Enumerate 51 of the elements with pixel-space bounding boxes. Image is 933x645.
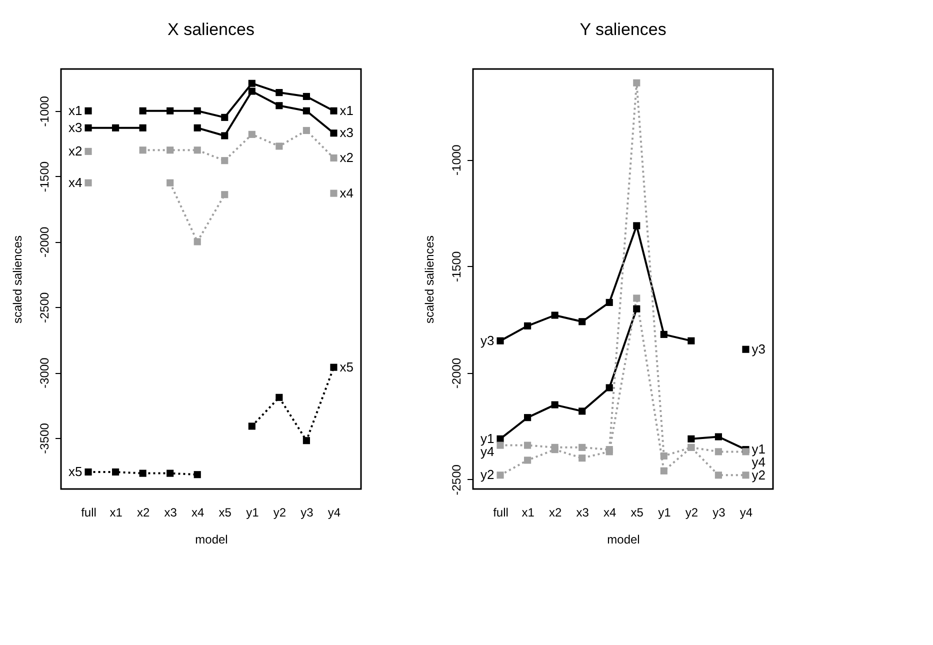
text: x4 <box>340 185 354 200</box>
text: x3 <box>340 125 354 140</box>
y-tick-label: -2000 <box>38 226 52 258</box>
x-tick-label: x1 <box>110 506 123 520</box>
y-tick-label: -3500 <box>38 422 52 454</box>
y-tick-label: -2500 <box>38 292 52 323</box>
y-tick-label: -3000 <box>38 357 52 388</box>
x-tick-label: x1 <box>522 506 535 520</box>
y-tick-label: -1500 <box>450 251 464 282</box>
x-tick-label: x4 <box>192 506 205 520</box>
x-tick-label: y1 <box>246 506 260 520</box>
chart-title: X saliences <box>168 20 254 39</box>
x-tick-label: full <box>81 506 96 520</box>
text: y3 <box>752 341 766 356</box>
text: y1 <box>752 442 766 457</box>
y-tick-label: -2000 <box>450 358 464 389</box>
x-tick-label: x3 <box>164 506 178 520</box>
x-axis-title: model <box>195 532 228 546</box>
x-tick-label: y2 <box>273 506 286 520</box>
x-tick-label: x3 <box>576 506 590 520</box>
x-tick-label: y3 <box>712 506 726 520</box>
x-tick-label: y4 <box>740 506 753 520</box>
y-tick-label: -1500 <box>38 161 52 192</box>
text: x2 <box>340 150 354 165</box>
x-tick-label: y2 <box>685 506 698 520</box>
series-label: y3 <box>480 332 494 348</box>
y-tick-label: -1000 <box>450 144 464 176</box>
series-label: y1 <box>480 430 494 446</box>
y-axis-title: scaled saliences <box>422 235 436 324</box>
x-tick-label: y4 <box>328 506 341 520</box>
y-tick-label: -1000 <box>38 96 52 127</box>
text: x1 <box>340 102 354 118</box>
y-axis-title: scaled saliences <box>10 235 24 324</box>
y-tick-label: -2500 <box>450 464 464 496</box>
x-tick-label: x5 <box>630 506 644 520</box>
x-tick-label: x5 <box>218 506 232 520</box>
x-tick-label: full <box>493 506 508 520</box>
x-axis-title: model <box>607 532 640 546</box>
series-label: x3 <box>68 120 82 135</box>
series-label: x2 <box>68 143 82 158</box>
chart-title: Y saliences <box>580 20 666 39</box>
series-label: y2 <box>480 467 494 482</box>
series-label: x4 <box>68 174 82 190</box>
series-label: x1 <box>68 102 82 118</box>
x-tick-label: y1 <box>658 506 672 520</box>
x-tick-label: x2 <box>136 506 150 520</box>
x-tick-label: x2 <box>548 506 562 520</box>
x-tick-label: y3 <box>300 506 314 520</box>
text: x5 <box>340 359 354 374</box>
series-label: x5 <box>68 464 82 479</box>
x-tick-label: x4 <box>604 506 617 520</box>
